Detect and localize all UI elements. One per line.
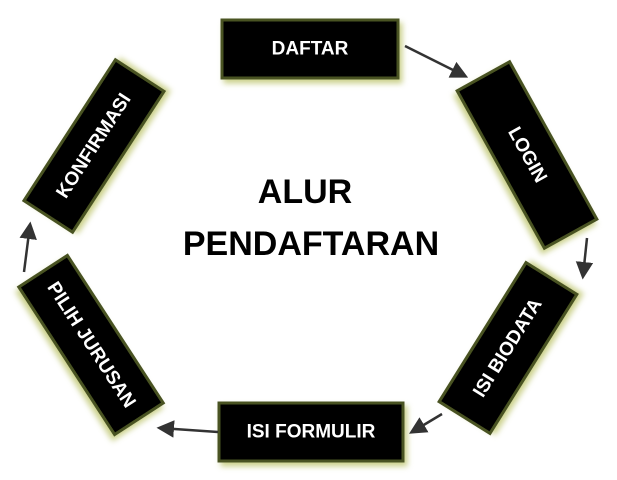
arrow-isi-biodata-to-isi-formulir: [408, 412, 443, 434]
step-daftar: DAFTAR: [220, 18, 400, 80]
arrow-pilih-jurusan-to-konfirmasi: [19, 221, 37, 273]
step-isi-formulir-label: ISI FORMULIR: [247, 422, 376, 443]
arrow-daftar-to-login: [404, 44, 469, 78]
arrow-login-to-isi-biodata: [575, 237, 594, 280]
step-konfirmasi: KONFIRMASI: [21, 57, 167, 235]
step-isi-formulir: ISI FORMULIR: [217, 401, 405, 463]
step-login: LOGIN: [455, 59, 599, 251]
diagram-title-line2: PENDAFTARAN: [183, 225, 439, 263]
step-pilih-jurusan: PILIH JURUSAN: [16, 253, 166, 437]
step-isi-biodata: ISI BIODATA: [437, 260, 579, 436]
diagram-title-line1: ALUR: [258, 173, 352, 211]
step-daftar-label: DAFTAR: [272, 39, 349, 60]
arrow-isi-formulir-to-pilih-jurusan: [156, 420, 219, 438]
